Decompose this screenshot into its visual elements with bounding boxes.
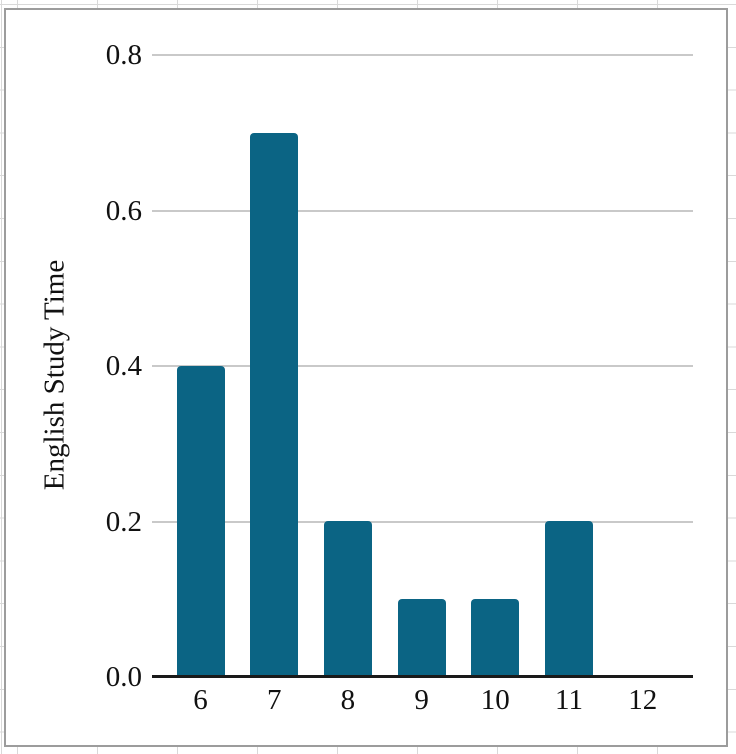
x-tick-label-8: 8 (340, 684, 356, 716)
bar-9[interactable] (397, 599, 446, 678)
gridline-0.8 (152, 54, 693, 56)
x-tick-label-10: 10 (480, 684, 510, 716)
y-tick-label-0.2: 0.2 (105, 505, 142, 538)
gridline-0.6 (152, 209, 693, 212)
x-tick-label-7: 7 (266, 684, 282, 716)
x-tick-label-6: 6 (193, 684, 208, 716)
y-tick-label-0.4: 0.4 (105, 350, 142, 382)
bar-8[interactable] (323, 521, 372, 678)
bar-7[interactable] (250, 133, 299, 678)
y-tick-label-0.8: 0.8 (105, 39, 142, 71)
gridline-0.4 (152, 365, 693, 367)
bar-11[interactable] (545, 521, 593, 678)
x-tick-label-11: 11 (555, 684, 583, 716)
bar-10[interactable] (471, 599, 520, 678)
y-tick-label-0.6: 0.6 (105, 194, 142, 227)
bar-6[interactable] (176, 366, 225, 678)
chart-object[interactable]: English Study Time 0.0 0.2 0.4 0.6 0.8 6 7 8 9 10… (4, 8, 728, 747)
x-axis-line (152, 675, 693, 678)
gridline-0.2 (152, 520, 693, 523)
x-tick-label-9: 9 (414, 684, 429, 716)
y-tick-label-0.0: 0.0 (105, 661, 142, 693)
x-tick-label-12: 12 (628, 684, 658, 716)
